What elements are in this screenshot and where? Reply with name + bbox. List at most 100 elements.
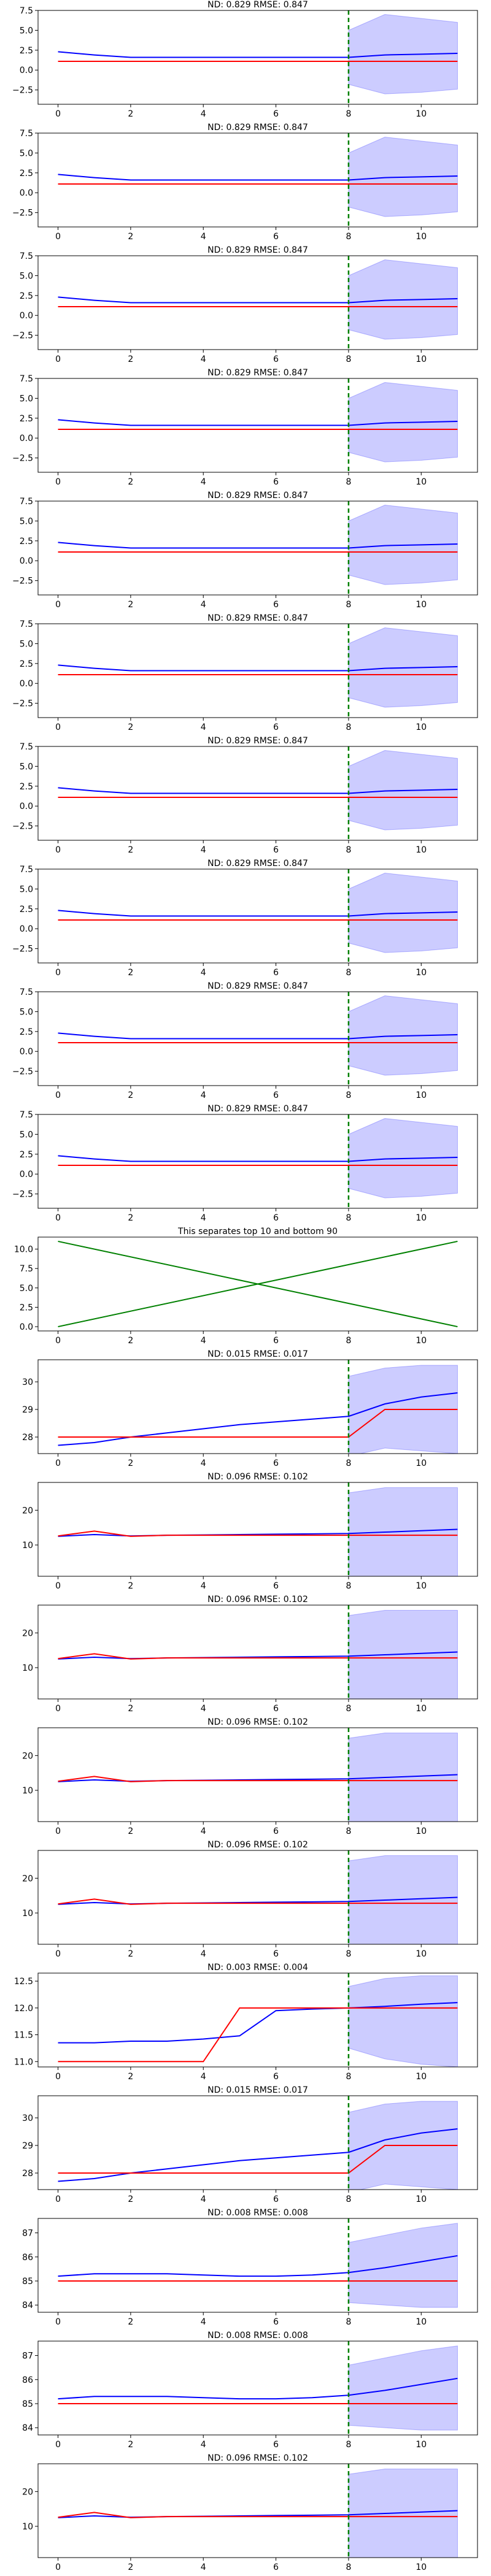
y-tick-label: 7.5 xyxy=(20,865,33,875)
x-tick-label: 8 xyxy=(346,2317,351,2327)
y-tick-label: 20 xyxy=(22,1751,33,1761)
x-tick-label: 0 xyxy=(55,600,61,610)
axes-frame xyxy=(37,2095,478,2190)
plot-area xyxy=(58,2218,458,2312)
plot-area xyxy=(58,1728,458,1822)
x-tick-label: 0 xyxy=(55,477,61,487)
x-tick-label: 10 xyxy=(416,600,427,610)
x-tick-label: 4 xyxy=(201,2440,206,2450)
subplot: ND: 0.829 RMSE: 0.847 0 2 4 6 8 10 −2.5 0.0 2.5 5.… xyxy=(12,245,478,364)
plot-area xyxy=(58,2096,458,2190)
y-tick-label: 7.5 xyxy=(20,987,33,997)
y-tick-label: 2.5 xyxy=(20,782,33,792)
y-tick-label: 0.0 xyxy=(20,1047,33,1057)
x-tick-label: 10 xyxy=(416,1336,427,1346)
x-tick-label: 10 xyxy=(416,2563,427,2572)
axes-frame xyxy=(37,1604,478,1700)
chart-title: ND: 0.829 RMSE: 0.847 xyxy=(207,123,308,132)
y-tick-label: 11.0 xyxy=(14,2057,33,2067)
y-tick-label: 0.0 xyxy=(20,802,33,811)
axes-frame xyxy=(37,991,478,1086)
x-tick-label: 6 xyxy=(273,2563,279,2572)
subplot: ND: 0.829 RMSE: 0.847 0 2 4 6 8 10 −2.5 0.0 2.5 5.… xyxy=(12,368,478,487)
x-tick-label: 2 xyxy=(128,845,133,855)
x-tick-label: 0 xyxy=(55,1827,61,1836)
chart-title: ND: 0.829 RMSE: 0.847 xyxy=(207,613,308,623)
x-tick-label: 8 xyxy=(346,1091,351,1100)
axes-frame xyxy=(37,1727,478,1822)
x-tick-label: 10 xyxy=(416,1459,427,1468)
x-tick-label: 4 xyxy=(201,1213,206,1223)
y-tick-label: 20 xyxy=(22,1628,33,1638)
x-tick-label: 2 xyxy=(128,1827,133,1836)
target-line xyxy=(58,1409,458,1438)
y-tick-label: 5.0 xyxy=(20,1007,33,1017)
y-tick-label: 7.5 xyxy=(20,129,33,139)
prediction-line xyxy=(58,664,458,672)
x-tick-label: 6 xyxy=(273,232,279,242)
x-tick-label: 8 xyxy=(346,600,351,610)
y-tick-label: −2.5 xyxy=(12,699,33,709)
x-tick-label: 10 xyxy=(416,1827,427,1836)
prediction-line xyxy=(58,51,458,58)
x-tick-label: 4 xyxy=(201,1459,206,1468)
x-tick-label: 6 xyxy=(273,600,279,610)
plot-area xyxy=(58,256,458,350)
prediction-line xyxy=(58,542,458,549)
x-tick-label: 4 xyxy=(201,1704,206,1714)
axes-frame xyxy=(37,868,478,964)
target-line xyxy=(58,2512,458,2518)
axes-frame xyxy=(37,1236,478,1332)
chart-title: ND: 0.096 RMSE: 0.102 xyxy=(207,1595,308,1604)
x-tick-label: 2 xyxy=(128,2563,133,2572)
x-tick-label: 0 xyxy=(55,1213,61,1223)
plot-area xyxy=(58,869,458,963)
x-tick-label: 6 xyxy=(273,1091,279,1100)
x-tick-label: 8 xyxy=(346,845,351,855)
axes-frame xyxy=(37,1972,478,2068)
x-tick-label: 8 xyxy=(346,1827,351,1836)
x-tick-label: 2 xyxy=(128,1949,133,1959)
y-tick-label: −2.5 xyxy=(12,1067,33,1077)
axes-frame xyxy=(37,1359,478,1454)
axes-frame xyxy=(37,2218,478,2313)
plot-area xyxy=(58,2464,458,2558)
plot-area xyxy=(58,746,458,840)
x-tick-label: 0 xyxy=(55,723,61,732)
x-tick-label: 6 xyxy=(273,1336,279,1346)
x-tick-label: 4 xyxy=(201,355,206,364)
x-tick-label: 8 xyxy=(346,968,351,978)
subplot: ND: 0.829 RMSE: 0.847 0 2 4 6 8 10 −2.5 0.0 2.5 5.… xyxy=(12,0,478,119)
subplot: ND: 0.096 RMSE: 0.102 0 2 4 6 8 10 10 20 xyxy=(22,1472,478,1591)
x-tick-label: 2 xyxy=(128,1581,133,1591)
axes-frame xyxy=(37,2340,478,2436)
y-tick-label: 0.0 xyxy=(20,1322,33,1332)
x-tick-label: 4 xyxy=(201,723,206,732)
x-tick-label: 10 xyxy=(416,1213,427,1223)
x-tick-label: 6 xyxy=(273,109,279,119)
x-tick-label: 2 xyxy=(128,2072,133,2082)
y-tick-label: 85 xyxy=(22,2277,33,2287)
x-tick-label: 0 xyxy=(55,1336,61,1346)
y-tick-label: 7.5 xyxy=(20,251,33,261)
x-tick-label: 8 xyxy=(346,2563,351,2572)
x-tick-label: 6 xyxy=(273,723,279,732)
y-tick-label: 7.5 xyxy=(20,374,33,384)
subplot: ND: 0.015 RMSE: 0.017 0 2 4 6 8 10 28 29 30 xyxy=(22,2085,478,2204)
x-tick-label: 10 xyxy=(416,2317,427,2327)
y-tick-label: 84 xyxy=(22,2423,33,2433)
chart-title: ND: 0.015 RMSE: 0.017 xyxy=(207,2085,308,2095)
y-tick-label: 10 xyxy=(22,2522,33,2532)
y-tick-label: 7.5 xyxy=(20,619,33,629)
x-tick-label: 10 xyxy=(416,232,427,242)
x-tick-label: 4 xyxy=(201,845,206,855)
y-tick-label: −2.5 xyxy=(12,1190,33,1200)
y-tick-label: 2.5 xyxy=(20,1150,33,1160)
x-tick-label: 4 xyxy=(201,1091,206,1100)
plot-area xyxy=(58,501,458,595)
x-tick-label: 0 xyxy=(55,232,61,242)
x-tick-label: 8 xyxy=(346,1704,351,1714)
x-tick-label: 4 xyxy=(201,2317,206,2327)
x-tick-label: 0 xyxy=(55,2195,61,2204)
chart-title: ND: 0.096 RMSE: 0.102 xyxy=(207,1472,308,1482)
